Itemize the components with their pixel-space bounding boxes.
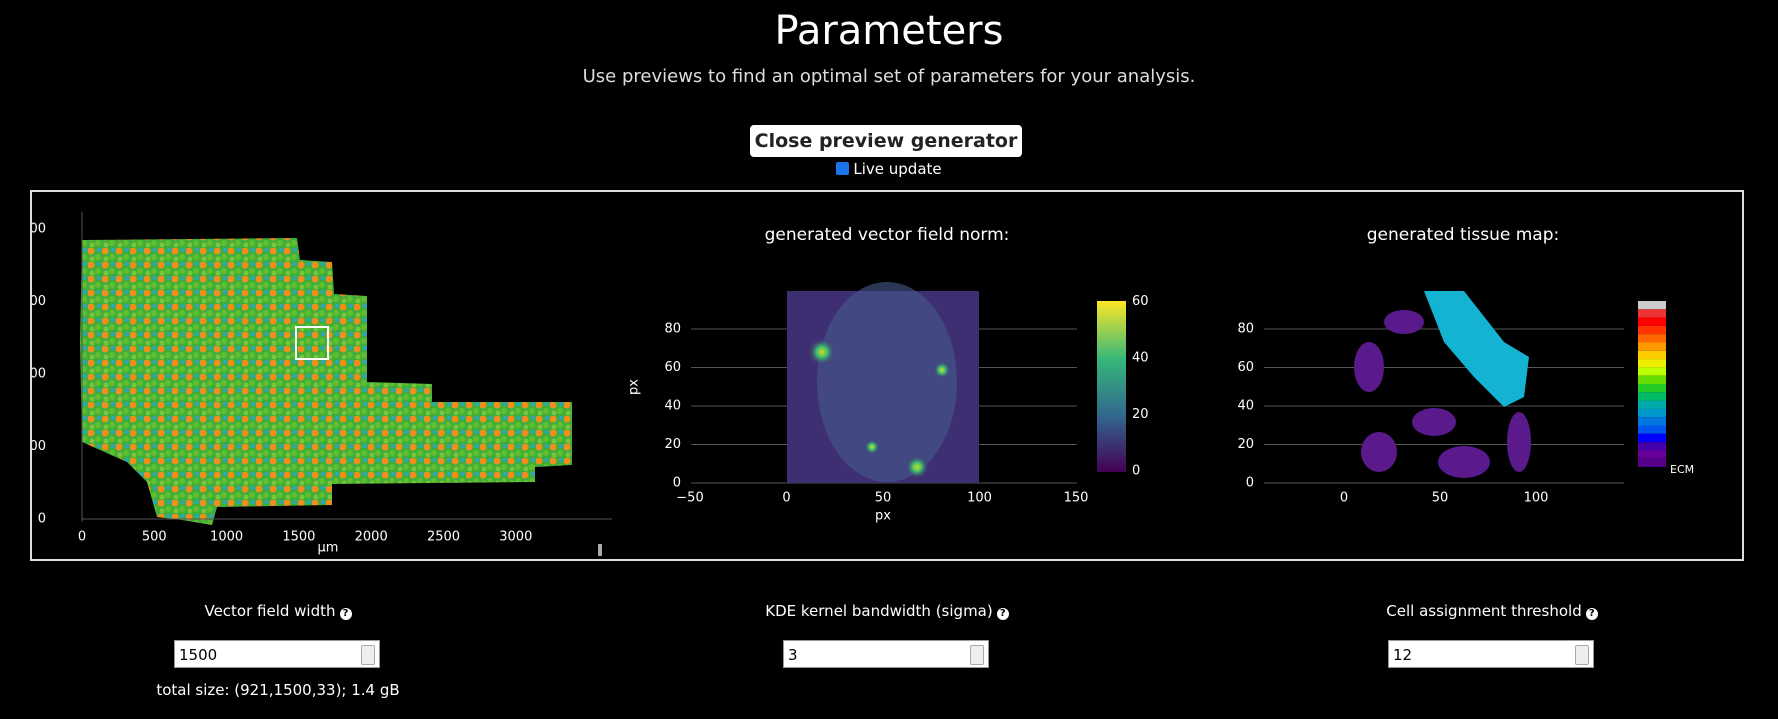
x-tick-label: 2500 — [427, 530, 460, 545]
legend-label: ECM — [1670, 463, 1694, 476]
x-tick-label: 50 — [875, 491, 892, 506]
y-tick-label: 40 — [1237, 399, 1254, 414]
legend-swatch — [1638, 359, 1666, 368]
legend-swatch — [1638, 384, 1666, 393]
legend-swatch — [1638, 375, 1666, 384]
spinner[interactable] — [361, 645, 375, 665]
live-update[interactable]: Live update — [0, 160, 1778, 178]
x-tick-label: 50 — [1432, 491, 1449, 506]
heatmap-peak — [808, 338, 836, 366]
help-icon[interactable]: ? — [996, 608, 1009, 620]
x-tick-label: 0 — [78, 530, 86, 545]
colorbar-tick-label: 60 — [1132, 294, 1149, 309]
control-label: Cell assignment threshold? — [1292, 602, 1692, 620]
y-tick-label: 60 — [1237, 360, 1254, 375]
y-tick-label: 60 — [664, 360, 681, 375]
x-tick-label: 3000 — [499, 530, 532, 545]
legend-swatch — [1638, 325, 1666, 335]
panel-title: generated tissue map: — [1367, 225, 1559, 245]
help-icon[interactable]: ? — [339, 608, 352, 620]
x-tick-label: 100 — [967, 491, 992, 506]
panel-title: generated vector field norm: — [765, 225, 1010, 245]
legend-swatch — [1638, 458, 1666, 467]
legend-swatch — [1638, 317, 1666, 326]
legend-swatch — [1638, 342, 1666, 351]
label-text: Vector field width — [204, 602, 336, 620]
x-axis-label: μm — [318, 541, 339, 556]
x-tick-label: 0 — [782, 491, 790, 506]
legend-swatch — [1638, 400, 1666, 409]
y-tick-label: 20 — [664, 437, 681, 452]
x-tick-label: 150 — [1064, 491, 1089, 506]
tissue-cells — [80, 238, 572, 525]
x-tick-label: 500 — [142, 530, 167, 545]
help-icon[interactable]: ? — [1585, 608, 1598, 620]
legend-swatch — [1638, 442, 1666, 451]
heatmap-region — [817, 282, 957, 482]
tissue-region — [1424, 291, 1529, 407]
legend-swatch — [1638, 367, 1666, 376]
x-tick-label: 0 — [1340, 491, 1348, 506]
y-tick-label: 0 — [673, 476, 681, 491]
label-text: Cell assignment threshold — [1386, 602, 1582, 620]
legend-swatch — [1638, 392, 1666, 401]
control-label: KDE kernel bandwidth (sigma)? — [687, 602, 1087, 620]
spinner[interactable] — [970, 645, 984, 665]
colorbar-tick-label: 40 — [1132, 351, 1149, 366]
heatmap-peak — [864, 439, 880, 455]
control-label: Vector field width? — [78, 602, 478, 620]
legend-swatch — [1638, 408, 1666, 418]
y-tick-label: 1500 — [32, 294, 46, 309]
close-button[interactable]: Close preview generator — [750, 125, 1022, 157]
x-tick-label: 100 — [1524, 491, 1549, 506]
y-tick-label: 0 — [1246, 476, 1254, 491]
checkbox[interactable] — [836, 162, 850, 175]
legend-swatch — [1638, 334, 1666, 343]
colorbar-tick-label: 20 — [1132, 407, 1149, 422]
y-tick-label: 20 — [1237, 437, 1254, 452]
cells-plot: 0 500 1000 1500 2000 2500 3000 0 500 1000 1500 2000… — [32, 212, 612, 556]
legend-swatch — [1638, 433, 1666, 443]
checkbox-label: Live update — [853, 160, 942, 178]
y-tick-label: 2000 — [32, 222, 46, 237]
vector-field-plot: generated vector field norm: 0 20 40 60 80 −5… — [627, 225, 1149, 524]
x-tick-label: 2000 — [355, 530, 388, 545]
y-tick-label: 500 — [32, 439, 46, 454]
x-axis-label: px — [875, 509, 891, 524]
legend-swatch — [1638, 450, 1666, 459]
preview-frame — [30, 190, 1744, 561]
y-axis-label: px — [627, 379, 642, 395]
spinner[interactable] — [1575, 645, 1589, 665]
colorbar-tick-label: 0 — [1132, 464, 1140, 479]
legend-swatch — [1638, 301, 1666, 310]
number-input[interactable]: 3 — [783, 640, 989, 668]
legend-swatch — [1638, 417, 1666, 426]
tissue-region — [1354, 310, 1531, 478]
legend-swatch — [1638, 425, 1666, 434]
y-tick-label: 40 — [664, 399, 681, 414]
number-input[interactable]: 1500 — [174, 640, 380, 668]
y-tick-label: 1000 — [32, 367, 46, 382]
heatmap-peak — [905, 455, 929, 479]
legend-swatch — [1638, 309, 1666, 318]
title: Parameters — [774, 8, 1004, 54]
x-tick-label: 1500 — [282, 530, 315, 545]
y-tick-label: 80 — [664, 322, 681, 337]
colorbar — [1097, 301, 1126, 472]
tissue-map-plot: generated tissue map: 0 20 40 60 80 0 50 100 ECM — [1237, 225, 1694, 506]
preview-window — [295, 326, 329, 360]
number-input[interactable]: 12 — [1388, 640, 1594, 668]
label-text: KDE kernel bandwidth (sigma) — [765, 602, 993, 620]
x-tick-label: 1000 — [210, 530, 243, 545]
subtitle: Use previews to find an optimal set of p… — [582, 66, 1196, 87]
size-note: total size: (921,1500,33); 1.4 gB — [156, 681, 400, 699]
scroll-handle[interactable] — [598, 544, 602, 556]
heatmap-peak — [933, 361, 951, 379]
y-tick-label: 80 — [1237, 322, 1254, 337]
x-tick-label: −50 — [676, 491, 703, 506]
legend-swatch — [1638, 350, 1666, 360]
y-tick-label: 0 — [38, 512, 46, 527]
